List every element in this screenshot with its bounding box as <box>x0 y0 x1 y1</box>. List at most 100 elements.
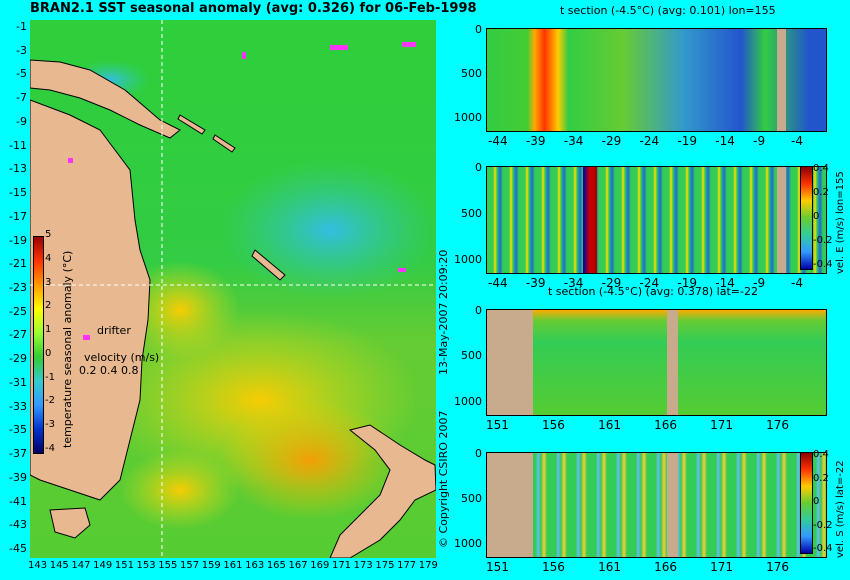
velocity-colorbar-tick: -0.4 <box>813 259 833 270</box>
sst-colorbar <box>33 236 44 454</box>
new-caledonia-land <box>251 249 286 281</box>
lon-tick-label: 151 <box>114 560 134 571</box>
section-x-tick-label: -4 <box>791 134 803 148</box>
drifter-marker <box>242 52 246 59</box>
velocity-colorbar <box>800 452 813 554</box>
strong-current-band <box>583 167 597 273</box>
lon-tick-label: 155 <box>158 560 178 571</box>
lon-tick-label: 163 <box>245 560 265 571</box>
lat-tick-label: -39 <box>9 470 27 484</box>
lon-tick-label: 177 <box>397 560 417 571</box>
velocity-colorbar-tick: -0.4 <box>813 543 833 554</box>
section-x-tick-label: -29 <box>601 134 622 148</box>
lon-tick-label: 159 <box>201 560 221 571</box>
section-x-tick-label: 176 <box>766 560 790 574</box>
land-mask <box>487 310 533 415</box>
lon-tick-label: 173 <box>353 560 373 571</box>
lat-tick-label: -43 <box>9 518 27 532</box>
missing-data-column <box>777 29 786 131</box>
section-x-tick-label: -34 <box>563 134 584 148</box>
sst-colorbar-tick: -1 <box>45 371 55 383</box>
velocity-colorbar-tick: 0.4 <box>813 163 829 174</box>
velocity-colorbar-tick: 0.2 <box>813 472 829 484</box>
depth-tick-label: 500 <box>461 206 482 220</box>
lon-tick-label: 161 <box>223 560 243 571</box>
lon-axis: 143 145 147 149 151 153 155 157 159 161 163 165 167 1… <box>28 560 438 578</box>
velocity-colorbar-tick: 0 <box>813 211 820 222</box>
depth-tick-label: 1000 <box>454 537 482 550</box>
section-x-tick-label: -14 <box>715 134 735 148</box>
lat-axis: -1 -3 -5 -7 -9 -11 -13 -15 -17 -19 -21 -23 -25 -27 -29… <box>0 20 30 558</box>
missing-data-column <box>667 310 678 415</box>
sst-colorbar-tick: 1 <box>45 324 52 336</box>
lat-tick-label: -15 <box>9 186 27 200</box>
sst-map[interactable] <box>30 20 436 558</box>
section-x-tick-label: -19 <box>677 134 697 148</box>
drifter-marker <box>68 158 73 163</box>
lon-tick-label: 145 <box>49 560 69 571</box>
section-x-tick-label: -39 <box>525 134 546 148</box>
sst-colorbar-tick: 5 <box>45 229 52 240</box>
section-x-tick-label: -24 <box>639 134 660 148</box>
velocity-colorbar-tick: -0.2 <box>813 519 833 531</box>
map-title: BRAN2.1 SST seasonal anomaly (avg: 0.326… <box>30 1 477 16</box>
lat-tick-label: -27 <box>9 328 27 342</box>
section-x-tick-label: 151 <box>486 560 509 574</box>
section-x-tick-label: -44 <box>488 276 508 290</box>
tasmania-land <box>49 507 91 539</box>
velocity-legend-ticks: 0.2 0.4 0.8 <box>79 364 139 377</box>
sst-colorbar-label: temperature seasonal anomaly (°C) <box>61 250 74 448</box>
island <box>177 114 206 135</box>
lat-tick-label: -41 <box>9 494 27 508</box>
section-title: t section (-4.5°C) (avg: 0.101) lon=155 <box>560 4 776 17</box>
depth-tick-label: 500 <box>461 349 482 363</box>
section-plot[interactable] <box>486 452 827 558</box>
velocity-colorbar-tick: 0.2 <box>813 187 829 198</box>
land-mask <box>487 453 533 557</box>
section-x-tick-label: 151 <box>486 418 509 432</box>
depth-tick-label: 1000 <box>454 111 482 124</box>
section-plot[interactable] <box>486 28 827 132</box>
velocity-colorbar <box>800 166 813 270</box>
sst-map-canvas <box>30 20 436 558</box>
section-x-tick-label: -19 <box>677 276 697 290</box>
lon-tick-label: 157 <box>179 560 200 571</box>
sst-colorbar-tick: 2 <box>45 300 52 312</box>
section-x-tick-label: -24 <box>639 276 660 290</box>
section-title: t section (-4.5°C) (avg: 0.378) lat=-22 <box>548 285 758 298</box>
warm-anomaly <box>120 450 240 530</box>
lon-tick-label: 165 <box>266 560 286 571</box>
lat-tick-label: -19 <box>9 233 27 247</box>
section-x-tick-label: 171 <box>710 560 734 574</box>
depth-tick-label: 1000 <box>454 395 482 408</box>
depth-tick-label: 0 <box>475 23 482 36</box>
drifter-marker <box>398 268 406 272</box>
drifter-marker <box>402 42 416 47</box>
lat-tick-label: -13 <box>9 162 27 176</box>
section-x-tick-label: -14 <box>715 276 735 290</box>
sst-colorbar-ticks: 5 4 3 2 1 0 -1 -2 -3 -4 <box>45 229 60 454</box>
velocity-colorbar-label: vel. E (m/s) lon=155 <box>835 171 846 274</box>
section-x-tick-label: -29 <box>601 276 622 290</box>
lon-tick-label: 169 <box>310 560 330 571</box>
lat-tick-label: -25 <box>9 304 27 318</box>
sst-colorbar-tick: -2 <box>45 395 55 407</box>
velocity-legend-label: velocity (m/s) <box>84 351 160 364</box>
section-x-tick-label: -34 <box>563 276 584 290</box>
lon-tick-label: 179 <box>418 560 438 571</box>
lat-tick-label: -7 <box>16 91 27 105</box>
lat-tick-label: -21 <box>9 257 27 271</box>
sst-colorbar-tick: -4 <box>45 443 55 454</box>
section-x-tick-label: 156 <box>542 418 565 432</box>
lat-tick-label: -37 <box>9 447 27 461</box>
lat-tick-label: -3 <box>16 43 27 57</box>
lon-tick-label: 143 <box>28 560 48 571</box>
depth-tick-label: 0 <box>475 304 482 317</box>
depth-tick-label: 1000 <box>454 253 482 266</box>
sst-colorbar-tick: 3 <box>45 276 52 288</box>
section-x-tick-label: 166 <box>654 560 677 574</box>
island <box>212 134 236 153</box>
section-plot[interactable] <box>486 309 827 416</box>
lat-tick-label: -9 <box>16 114 27 128</box>
section-plot[interactable] <box>486 166 827 274</box>
